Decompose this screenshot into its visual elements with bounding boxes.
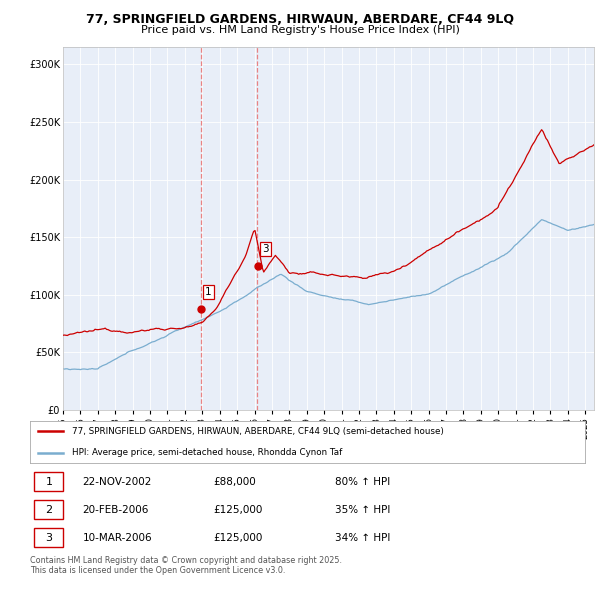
Text: HPI: Average price, semi-detached house, Rhondda Cynon Taf: HPI: Average price, semi-detached house,…: [71, 448, 342, 457]
FancyBboxPatch shape: [34, 500, 64, 519]
Text: 10-MAR-2006: 10-MAR-2006: [83, 533, 152, 543]
Text: 80% ↑ HPI: 80% ↑ HPI: [335, 477, 391, 487]
Text: 3: 3: [262, 244, 269, 254]
FancyBboxPatch shape: [34, 528, 64, 548]
Text: Contains HM Land Registry data © Crown copyright and database right 2025.
This d: Contains HM Land Registry data © Crown c…: [30, 556, 342, 575]
Text: £125,000: £125,000: [213, 505, 263, 514]
Text: 77, SPRINGFIELD GARDENS, HIRWAUN, ABERDARE, CF44 9LQ (semi-detached house): 77, SPRINGFIELD GARDENS, HIRWAUN, ABERDA…: [71, 427, 443, 436]
Text: 77, SPRINGFIELD GARDENS, HIRWAUN, ABERDARE, CF44 9LQ: 77, SPRINGFIELD GARDENS, HIRWAUN, ABERDA…: [86, 13, 514, 26]
Text: 22-NOV-2002: 22-NOV-2002: [83, 477, 152, 487]
Text: £125,000: £125,000: [213, 533, 263, 543]
Text: 34% ↑ HPI: 34% ↑ HPI: [335, 533, 391, 543]
FancyBboxPatch shape: [34, 472, 64, 491]
Text: 1: 1: [46, 477, 52, 487]
Text: 3: 3: [46, 533, 52, 543]
Text: 20-FEB-2006: 20-FEB-2006: [83, 505, 149, 514]
Text: £88,000: £88,000: [213, 477, 256, 487]
Text: 35% ↑ HPI: 35% ↑ HPI: [335, 505, 391, 514]
Text: 1: 1: [205, 287, 212, 297]
Text: 2: 2: [46, 505, 52, 514]
Text: Price paid vs. HM Land Registry's House Price Index (HPI): Price paid vs. HM Land Registry's House …: [140, 25, 460, 35]
